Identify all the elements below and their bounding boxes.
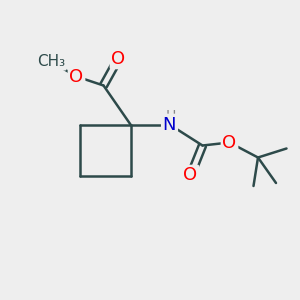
Text: O: O: [222, 134, 237, 152]
Text: CH₃: CH₃: [37, 54, 65, 69]
Text: O: O: [111, 50, 126, 68]
Text: O: O: [69, 68, 84, 85]
Text: O: O: [183, 167, 198, 184]
Text: N: N: [163, 116, 176, 134]
Text: H: H: [166, 109, 176, 123]
